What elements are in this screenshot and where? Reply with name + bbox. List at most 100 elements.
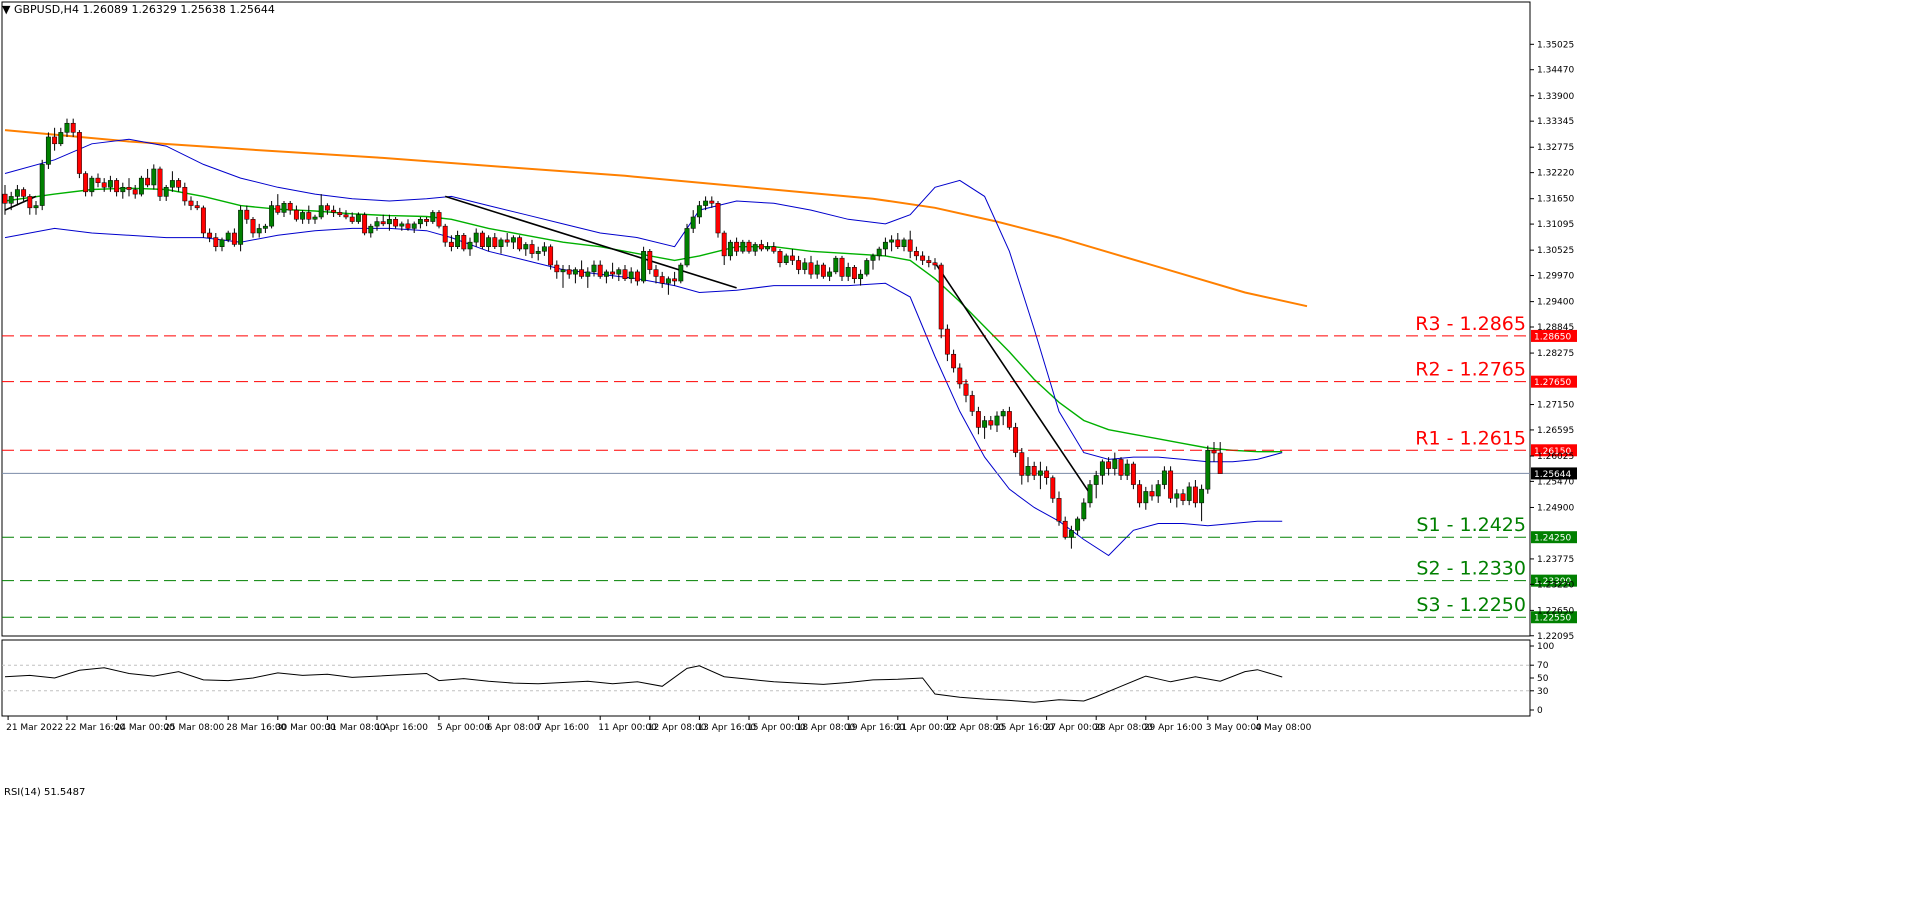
candle-body — [176, 180, 182, 188]
candle-body — [169, 180, 175, 188]
candle-body — [337, 212, 343, 215]
candle-body — [1050, 477, 1056, 499]
candle-body — [975, 411, 981, 428]
candle-body — [951, 353, 957, 369]
candle-body — [678, 264, 684, 282]
candle-body — [597, 264, 603, 277]
candle-body — [89, 177, 95, 193]
level-price-tag-text: 1.28650 — [1534, 332, 1571, 342]
candle-body — [1180, 493, 1186, 501]
x-tick-label: 21 Apr 00:00 — [896, 723, 955, 733]
candle-body — [746, 241, 752, 252]
level-price-tag-text: 1.22550 — [1534, 614, 1571, 624]
candle-body — [504, 239, 510, 243]
candle-body — [380, 221, 386, 225]
candle-body — [684, 228, 690, 266]
candle-body — [783, 255, 789, 263]
candle-body — [913, 251, 919, 257]
chart-header: ▼ GBPUSD,H4 1.26089 1.26329 1.25638 1.25… — [2, 3, 275, 16]
candle-body — [486, 237, 492, 247]
candle-body — [944, 328, 950, 355]
candle-body — [882, 241, 888, 250]
x-tick-label: 27 Apr 00:00 — [1045, 723, 1104, 733]
candle-body — [715, 203, 721, 234]
candle-body — [932, 262, 938, 266]
trend-line — [934, 262, 1091, 495]
x-tick-label: 5 Apr 00:00 — [437, 723, 490, 733]
candle-body — [1031, 466, 1037, 476]
x-tick-label: 18 Apr 08:00 — [797, 723, 856, 733]
level-label: R3 - 1.2865 — [1415, 313, 1526, 335]
candle-body — [424, 219, 430, 222]
candle-body — [833, 257, 839, 273]
candle-body — [1124, 463, 1130, 476]
candle-body — [603, 271, 609, 277]
current-price-tag — [1531, 467, 1577, 480]
y-tick-label: 1.31095 — [1537, 220, 1574, 230]
candle-body — [374, 221, 380, 227]
candle-body — [535, 251, 541, 254]
candle-body — [758, 244, 764, 250]
candle-body — [572, 269, 578, 275]
candle-body — [851, 267, 857, 279]
candle-body — [634, 271, 640, 282]
candle-body — [393, 219, 399, 227]
candle-body — [1112, 459, 1118, 469]
candle-body — [231, 232, 237, 245]
candle-body — [1081, 502, 1087, 520]
y-tick-label: 1.32220 — [1537, 169, 1574, 179]
candle-body — [789, 255, 795, 261]
candle-body — [963, 383, 969, 396]
candle-body — [1143, 491, 1149, 504]
candle-body — [1044, 470, 1050, 478]
x-tick-label: 4 May 08:00 — [1255, 723, 1311, 733]
candle-body — [665, 278, 671, 284]
ma200-line — [4, 129, 1308, 308]
level-price-tag — [1531, 375, 1577, 388]
candle-body — [58, 132, 64, 145]
collapse-arrow-icon[interactable]: ▼ — [2, 3, 11, 16]
candle-body — [114, 180, 120, 193]
candle-body — [907, 239, 913, 252]
candle-body — [64, 122, 70, 133]
x-tick-label: 21 Mar 2022 — [6, 723, 63, 733]
y-tick-label: 1.27150 — [1537, 401, 1574, 411]
candle-body — [225, 232, 231, 241]
candle-body — [752, 244, 758, 252]
candle-body — [312, 216, 318, 220]
y-tick-label: 1.35025 — [1537, 40, 1574, 50]
candle-body — [386, 219, 392, 225]
candle-body — [331, 209, 337, 213]
candle-body — [368, 225, 374, 234]
y-tick-label: 1.25470 — [1537, 477, 1574, 487]
candle-body — [101, 182, 107, 188]
candle-body — [721, 232, 727, 257]
candle-body — [926, 260, 932, 263]
candle-body — [591, 264, 597, 273]
candle-body — [1013, 427, 1019, 453]
candle-body — [814, 264, 820, 275]
candle-body — [1199, 488, 1205, 504]
x-tick-label: 25 Apr 16:00 — [995, 723, 1054, 733]
candle-body — [622, 269, 628, 279]
y-tick-label: 1.33900 — [1537, 92, 1574, 102]
candle-body — [1118, 459, 1124, 476]
candle-body — [411, 223, 417, 229]
candle-body — [448, 241, 454, 247]
candle-body — [802, 262, 808, 270]
candle-body — [1025, 466, 1031, 476]
candle-body — [1211, 450, 1217, 454]
candle-body — [281, 203, 287, 213]
candle-body — [306, 212, 312, 220]
candle-body — [858, 273, 864, 279]
rsi-header: RSI(14) 51.5487 — [4, 787, 86, 798]
candle-body — [703, 200, 709, 206]
candle-body — [14, 189, 20, 197]
level-price-tag-text: 1.26150 — [1534, 447, 1571, 457]
price-pane-frame — [1, 1, 1531, 637]
candle-body — [349, 216, 355, 222]
x-tick-label: 19 Apr 16:00 — [846, 723, 905, 733]
candle-body — [616, 269, 622, 275]
